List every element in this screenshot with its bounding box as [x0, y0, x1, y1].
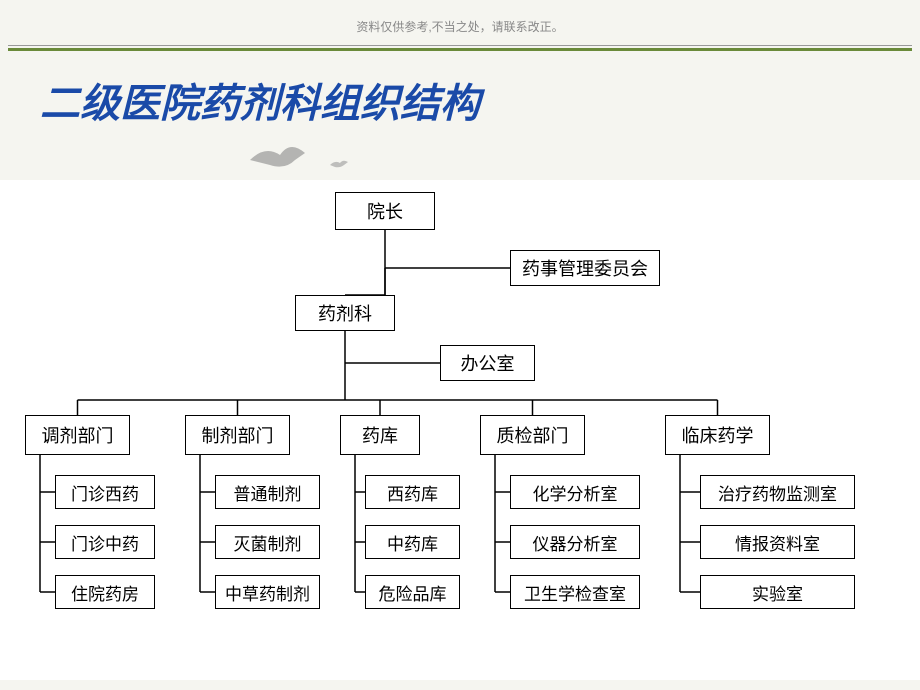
node-child-2-0: 西药库 [365, 475, 460, 509]
node-child-3-2: 卫生学检查室 [510, 575, 640, 609]
node-committee: 药事管理委员会 [510, 250, 660, 286]
node-child-1-2: 中草药制剂 [215, 575, 320, 609]
node-branch-0: 调剂部门 [25, 415, 130, 455]
node-dept: 药剂科 [295, 295, 395, 331]
node-child-2-1: 中药库 [365, 525, 460, 559]
node-root: 院长 [335, 192, 435, 230]
header-note: 资料仅供参考,不当之处，请联系改正。 [0, 0, 920, 45]
node-child-1-0: 普通制剂 [215, 475, 320, 509]
node-child-1-1: 灭菌制剂 [215, 525, 320, 559]
node-child-4-1: 情报资料室 [700, 525, 855, 559]
node-child-2-2: 危险品库 [365, 575, 460, 609]
node-branch-2: 药库 [340, 415, 420, 455]
node-child-3-0: 化学分析室 [510, 475, 640, 509]
node-child-0-1: 门诊中药 [55, 525, 155, 559]
node-branch-1: 制剂部门 [185, 415, 290, 455]
node-branch-4: 临床药学 [665, 415, 770, 455]
node-office: 办公室 [440, 345, 535, 381]
node-child-3-1: 仪器分析室 [510, 525, 640, 559]
node-child-4-0: 治疗药物监测室 [700, 475, 855, 509]
org-chart: 院长药事管理委员会药剂科办公室调剂部门门诊西药门诊中药住院药房 制剂部门普通制剂灭… [0, 180, 920, 680]
page-title: 二级医院药剂科组织结构 [0, 51, 920, 139]
node-branch-3: 质检部门 [480, 415, 585, 455]
node-child-0-0: 门诊西药 [55, 475, 155, 509]
node-child-0-2: 住院药房 [55, 575, 155, 609]
node-child-4-2: 实验室 [700, 575, 855, 609]
